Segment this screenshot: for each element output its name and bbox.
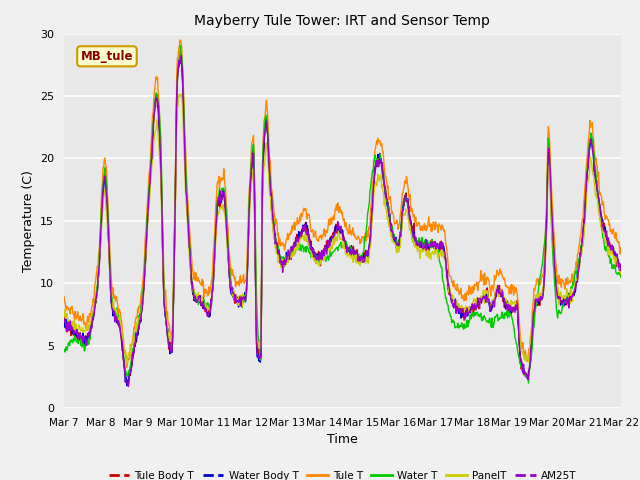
Text: MB_tule: MB_tule bbox=[81, 50, 133, 63]
Y-axis label: Temperature (C): Temperature (C) bbox=[22, 170, 35, 272]
Legend: Tule Body T, Water Body T, Tule T, Water T, PanelT, AM25T: Tule Body T, Water Body T, Tule T, Water… bbox=[104, 467, 580, 480]
X-axis label: Time: Time bbox=[327, 433, 358, 446]
Title: Mayberry Tule Tower: IRT and Sensor Temp: Mayberry Tule Tower: IRT and Sensor Temp bbox=[195, 14, 490, 28]
